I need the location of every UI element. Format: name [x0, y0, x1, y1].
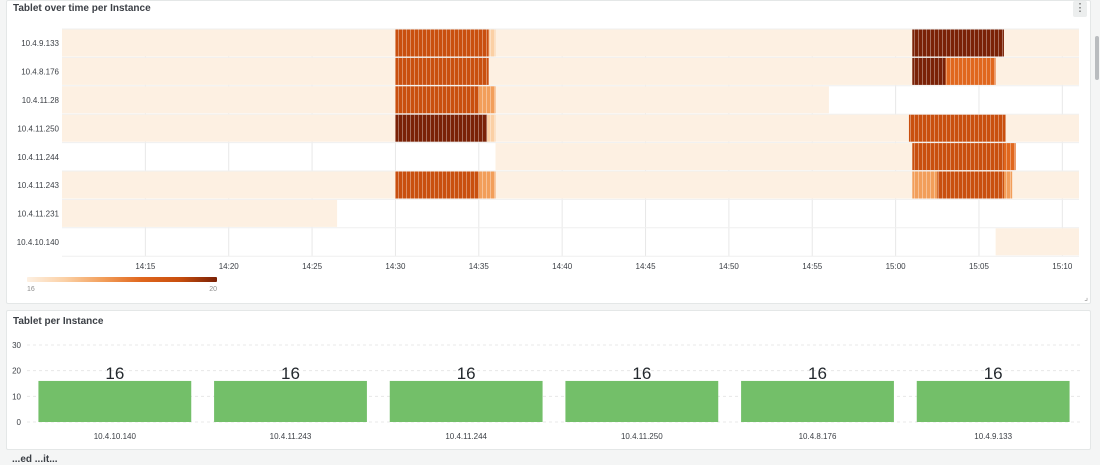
bar-value-label: 16 [808, 364, 827, 383]
heatmap-cell-stripes [908, 114, 1006, 142]
heatmap-cell-stripes [1003, 171, 1013, 199]
heatmap-x-tick: 15:00 [886, 262, 907, 271]
heatmap-cell-stripes [912, 171, 938, 199]
bar [389, 380, 543, 422]
heatmap-y-label: 10.4.11.244 [17, 153, 59, 162]
heatmap-x-tick: 14:25 [302, 262, 323, 271]
bar-value-label: 16 [632, 364, 651, 383]
heatmap-cell-stripes [912, 29, 1004, 57]
heatmap-x-tick: 15:05 [969, 262, 990, 271]
bar-category-label: 10.4.11.243 [270, 432, 312, 441]
heatmap-cell [62, 57, 396, 85]
heatmap-panel: Tablet over time per Instance ⋮ 10.4.9.1… [6, 0, 1091, 304]
bar [741, 380, 894, 422]
heatmap-cell [62, 29, 396, 57]
bar-category-label: 10.4.9.133 [974, 432, 1012, 441]
heatmap-y-label: 10.4.10.140 [17, 238, 60, 247]
heatmap-legend-min: 16 [27, 286, 35, 293]
bar-value-label: 16 [984, 364, 1003, 383]
page-scrollbar[interactable] [1095, 36, 1099, 80]
bar-y-tick: 30 [12, 341, 21, 350]
heatmap-cell-stripes [395, 114, 488, 142]
heatmap-y-label: 10.4.11.250 [17, 124, 59, 133]
heatmap-y-label: 10.4.11.28 [22, 96, 60, 105]
heatmap-y-label: 10.4.11.243 [17, 181, 59, 190]
heatmap-cell [495, 171, 913, 199]
bar-chart: 0 10 20 30 16 10.4.10.140 16 10.4.11.243 16 10.4.… [12, 341, 1081, 441]
bar-panel: Tablet per Instance 0 10 20 30 16 10.4.10.140… [6, 310, 1091, 450]
heatmap-cell [1012, 171, 1079, 199]
bar-category-label: 10.4.11.244 [445, 432, 487, 441]
heatmap-cell [62, 86, 396, 114]
bar-y-tick: 20 [12, 367, 21, 376]
bar-value-label: 16 [105, 364, 124, 383]
more-vertical-icon[interactable]: ⋮ [1073, 1, 1087, 17]
heatmap-cell-stripes [487, 114, 496, 142]
heatmap-cell-stripes [395, 86, 479, 114]
heatmap-x-tick: 14:30 [385, 262, 406, 271]
heatmap-cell-stripes [478, 171, 496, 199]
heatmap-cell-stripes [945, 57, 996, 85]
bar [565, 380, 719, 422]
heatmap-legend-gradient [27, 277, 217, 282]
heatmap-cell-stripes [488, 29, 496, 57]
heatmap-cell [495, 114, 909, 142]
heatmap-x-tick: 14:15 [135, 262, 156, 271]
heatmap-chart: 10.4.9.133 10.4.8.176 10.4.11.28 10.4.11.25… [17, 28, 1079, 293]
heatmap-cell [1005, 114, 1079, 142]
heatmap-legend-max: 20 [209, 286, 217, 293]
heatmap-x-tick: 14:35 [469, 262, 490, 271]
heatmap-y-label: 10.4.8.176 [21, 68, 59, 77]
heatmap-y-label: 10.4.9.133 [21, 39, 59, 48]
heatmap-x-tick: 14:50 [719, 262, 740, 271]
next-panel-title: ...ed ...it... [12, 454, 58, 465]
bar [916, 380, 1070, 422]
heatmap-x-tick: 14:40 [552, 262, 573, 271]
heatmap-cell-stripes [395, 171, 479, 199]
heatmap-x-tick: 14:55 [802, 262, 823, 271]
bar [38, 380, 192, 422]
heatmap-cell [995, 57, 1079, 85]
heatmap-x-tick: 14:45 [636, 262, 657, 271]
bar-value-label: 16 [281, 364, 300, 383]
heatmap-y-label: 10.4.11.231 [17, 210, 59, 219]
heatmap-cell [62, 114, 396, 142]
heatmap-cell [495, 86, 829, 114]
heatmap-x-tick: 15:10 [1052, 262, 1073, 271]
heatmap-panel-title[interactable]: Tablet over time per Instance [13, 3, 151, 14]
heatmap-x-tick: 14:20 [219, 262, 240, 271]
bar [214, 380, 367, 422]
heatmap-cell-stripes [937, 171, 1004, 199]
bar-category-label: 10.4.11.250 [621, 432, 663, 441]
bar-panel-title[interactable]: Tablet per Instance [13, 316, 104, 327]
heatmap-cell-stripes [1003, 143, 1016, 171]
heatmap-cell-stripes [395, 57, 489, 85]
bar-category-label: 10.4.10.140 [94, 432, 137, 441]
heatmap-cell [495, 29, 913, 57]
heatmap-cell-stripes [478, 86, 496, 114]
heatmap-cell [62, 199, 338, 227]
bar-value-label: 16 [457, 364, 476, 383]
heatmap-cell [62, 171, 396, 199]
heatmap-cell [1003, 29, 1079, 57]
heatmap-cell-stripes [912, 57, 946, 85]
heatmap-cell [488, 57, 913, 85]
page-scroll-rail [1094, 0, 1100, 461]
resize-handle-icon[interactable]: ⌟ [1084, 293, 1088, 302]
heatmap-cell-stripes [912, 143, 1004, 171]
bar-category-label: 10.4.8.176 [799, 432, 837, 441]
heatmap-cell [995, 228, 1079, 256]
bar-y-tick: 0 [17, 418, 22, 427]
heatmap-cell [495, 143, 913, 171]
bar-y-tick: 10 [12, 392, 21, 401]
heatmap-cell-stripes [395, 29, 489, 57]
